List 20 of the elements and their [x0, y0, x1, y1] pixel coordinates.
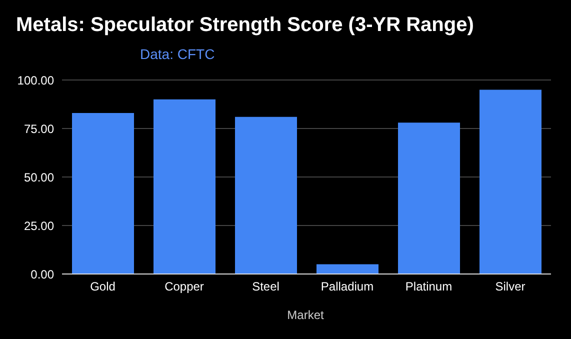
x-axis-title: Market: [286, 308, 325, 322]
bar: [316, 264, 378, 274]
y-tick-label: 25.00: [24, 218, 54, 233]
x-tick-label: Platinum: [405, 280, 452, 294]
chart-subtitle: Data: CFTC: [140, 46, 215, 62]
x-tick-label: Steel: [252, 280, 280, 294]
x-tick-label: Palladium: [320, 280, 374, 294]
x-tick-label: Copper: [164, 280, 204, 294]
y-tick-label: 100.00: [17, 73, 54, 88]
x-tick-label: Gold: [90, 280, 116, 294]
bar: [480, 90, 542, 274]
y-tick-label: 0.00: [30, 267, 54, 282]
bar: [154, 99, 216, 274]
x-tick-label: Silver: [495, 280, 526, 294]
bar: [398, 122, 460, 274]
bar: [235, 116, 297, 274]
y-tick-label: 75.00: [24, 122, 54, 136]
chart-title: Metals: Speculator Strength Score (3-YR Range): [16, 14, 474, 37]
y-tick-label: 50.00: [24, 170, 54, 184]
bar: [72, 112, 134, 274]
